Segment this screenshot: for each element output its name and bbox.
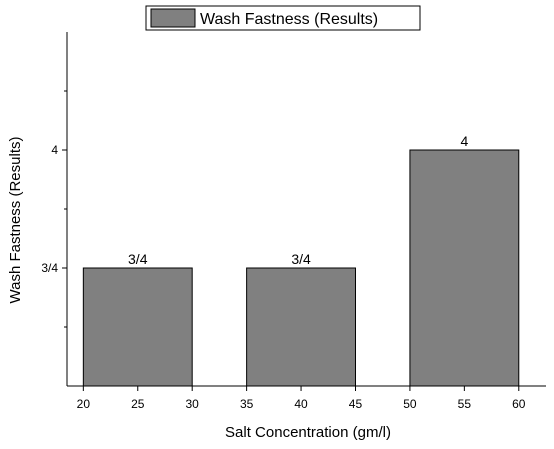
- data-label-50-60: 4: [460, 133, 468, 149]
- legend-swatch: [150, 8, 196, 28]
- bar-20-30: [82, 267, 193, 387]
- legend: Wash Fastness (Results): [145, 5, 421, 31]
- bar-50-60: [409, 149, 520, 387]
- y-tick-label: 4: [51, 143, 58, 157]
- y-axis-title: Wash Fastness (Results): [7, 137, 24, 304]
- x-axis-title: Salt Concentration (gm/l): [225, 424, 391, 441]
- x-tick-label: 20: [77, 397, 91, 411]
- data-labels: 3/4 3/4 4: [128, 133, 468, 267]
- bars: [82, 149, 520, 387]
- x-tick-label: 25: [131, 397, 145, 411]
- data-label-20-30: 3/4: [128, 251, 148, 267]
- x-ticks: 20 25 30 35 40 45 50 55 60: [77, 386, 526, 411]
- y-ticks: 3/4 4: [41, 90, 67, 328]
- x-tick-label: 45: [349, 397, 363, 411]
- x-tick-label: 55: [458, 397, 472, 411]
- x-tick-label: 40: [294, 397, 308, 411]
- x-tick-label: 60: [512, 397, 526, 411]
- legend-label: Wash Fastness (Results): [200, 11, 378, 28]
- bar-35-45: [246, 267, 356, 387]
- x-tick-label: 35: [240, 397, 254, 411]
- data-label-35-45: 3/4: [291, 251, 311, 267]
- y-tick-label: 3/4: [41, 261, 58, 275]
- x-tick-label: 30: [186, 397, 200, 411]
- x-tick-label: 50: [403, 397, 417, 411]
